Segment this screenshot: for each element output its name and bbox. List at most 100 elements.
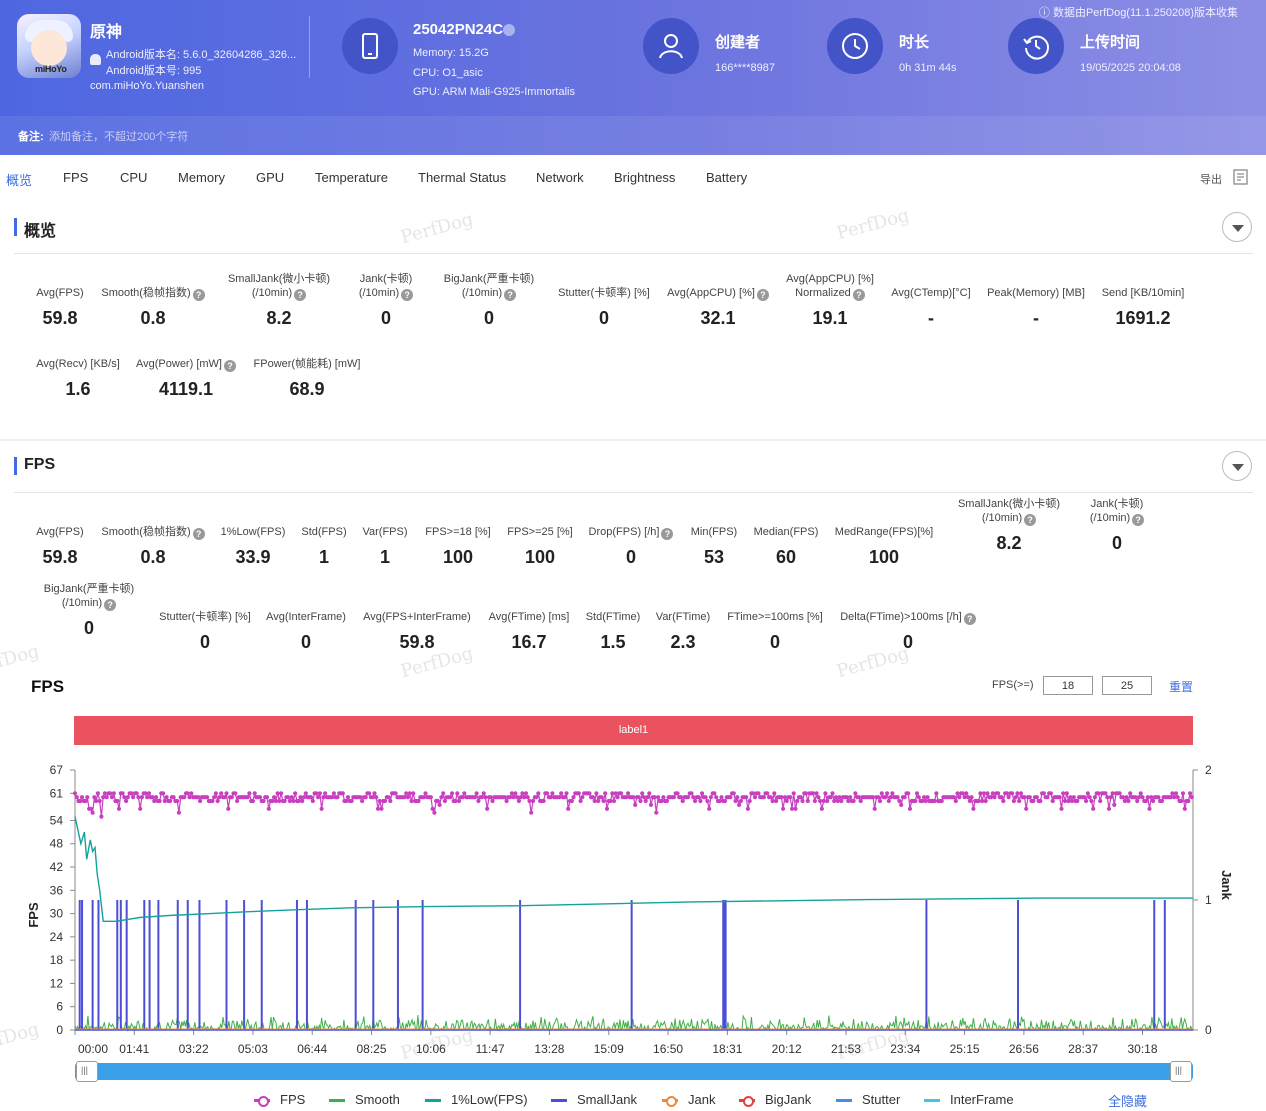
legend-swatch: [254, 1096, 270, 1107]
fps-point: [323, 791, 328, 796]
fps-point: [1151, 798, 1156, 804]
fps-point: [428, 795, 433, 800]
fps-point: [858, 798, 863, 804]
fps-point: [316, 795, 321, 800]
help-icon[interactable]: ?: [223, 360, 236, 372]
fps-point: [996, 791, 1001, 796]
fps-point: [828, 795, 833, 800]
tab-fps[interactable]: FPS: [63, 170, 89, 185]
label-bar[interactable]: label1: [74, 716, 1193, 745]
fps-point: [72, 791, 78, 796]
metric-label-line: (/10min)?: [345, 286, 427, 301]
fps-point: [594, 791, 599, 796]
export-button[interactable]: 导出: [1200, 174, 1222, 186]
fps-point: [536, 791, 541, 796]
fps-collapse-button[interactable]: [1222, 451, 1252, 481]
tab-network[interactable]: Network: [536, 170, 584, 185]
fps-point: [564, 791, 569, 796]
help-icon[interactable]: ?: [192, 289, 205, 301]
fps-point: [345, 795, 351, 800]
zoom-handle-right[interactable]: [1170, 1061, 1192, 1082]
overview-collapse-button[interactable]: [1222, 212, 1252, 242]
metric-cell: FTime>=100ms [%] 0: [722, 596, 828, 666]
fps-point: [604, 806, 610, 811]
fps-point: [143, 791, 148, 796]
fps-point: [442, 798, 447, 804]
metric-label: MedRange(FPS)[%]: [830, 525, 938, 539]
metric-value: 32.1: [700, 308, 736, 328]
fps-point: [349, 798, 354, 804]
y-tick-label: 24: [50, 930, 64, 944]
app-version-code: Android版本号: 995: [106, 65, 202, 77]
fps-point: [781, 806, 786, 811]
metric-value: 0: [83, 618, 94, 638]
help-icon[interactable]: ?: [294, 289, 307, 301]
fps-point: [844, 795, 849, 800]
fps-point: [1004, 791, 1010, 796]
y-tick-label: 18: [50, 953, 64, 967]
fps-point: [456, 798, 462, 804]
tab-memory[interactable]: Memory: [178, 170, 225, 185]
fps-point: [671, 795, 677, 800]
fps-point: [1189, 795, 1194, 800]
help-icon[interactable]: ?: [852, 289, 865, 301]
reset-button[interactable]: 重置: [1169, 680, 1194, 694]
metric-value: 0.8: [140, 547, 166, 567]
fps-point: [196, 795, 201, 800]
tab-gpu[interactable]: GPU: [256, 170, 285, 185]
y2-tick-label: 0: [1205, 1023, 1212, 1037]
export-icon[interactable]: [1232, 168, 1250, 186]
fps-point: [1117, 791, 1122, 796]
metric-value: 0: [199, 632, 210, 652]
metric-value: 33.9: [235, 547, 271, 567]
x-tick-label: 13:28: [534, 1042, 564, 1056]
hide-all-button[interactable]: 全隐藏: [1108, 1094, 1148, 1109]
zoom-handle-left[interactable]: [76, 1061, 98, 1082]
fps-point: [1168, 795, 1173, 800]
fps-threshold-input-1[interactable]: [1043, 676, 1093, 695]
fps-point: [819, 806, 825, 811]
fps-point: [548, 795, 553, 800]
help-icon[interactable]: ?: [104, 599, 117, 611]
device-info-icon[interactable]: [503, 24, 515, 36]
fps-point: [250, 798, 255, 804]
tab-thermal-status[interactable]: Thermal Status: [418, 170, 507, 185]
metric-cell: Std(FPS) 1: [295, 511, 353, 581]
help-icon[interactable]: ?: [401, 289, 414, 301]
fps-point: [601, 798, 606, 804]
help-icon[interactable]: ?: [963, 613, 976, 625]
help-icon[interactable]: ?: [1132, 514, 1145, 526]
fps-point: [981, 791, 987, 796]
fps-point: [1186, 798, 1191, 804]
remark-input[interactable]: 添加备注，不超过200个字符: [49, 131, 189, 143]
help-icon[interactable]: ?: [661, 528, 674, 540]
metric-label-line: Avg(AppCPU) [%]?: [664, 286, 772, 301]
metric-label-line: (/10min)?: [1076, 511, 1158, 526]
metric-cell: Var(FTime) 2.3: [652, 596, 714, 666]
metric-value: 1: [318, 547, 329, 567]
fps-point: [774, 798, 779, 804]
fps-threshold-input-2[interactable]: [1102, 676, 1152, 695]
metric-cell: Avg(Power) [mW]? 4119.1: [131, 343, 241, 413]
help-icon[interactable]: ?: [756, 289, 769, 301]
help-icon[interactable]: ?: [504, 289, 517, 301]
chart-zoom-slider[interactable]: [75, 1063, 1193, 1080]
fps-point: [1122, 798, 1127, 804]
fps-point: [913, 798, 918, 804]
fps-point: [270, 798, 275, 804]
tab-cpu[interactable]: CPU: [120, 170, 148, 185]
tab-temperature[interactable]: Temperature: [315, 170, 388, 185]
fps-point: [592, 798, 597, 804]
fps-point: [656, 795, 661, 800]
help-icon[interactable]: ?: [1024, 514, 1037, 526]
fps-point: [562, 795, 567, 800]
tab-brightness[interactable]: Brightness: [614, 170, 676, 185]
metric-label: BigJank(严重卡顿) (/10min)?: [430, 272, 548, 301]
tab-overview[interactable]: 概览: [6, 173, 33, 188]
tab-battery[interactable]: Battery: [706, 170, 748, 185]
metric-label-line: Min(FPS): [690, 526, 738, 538]
fps-point: [407, 791, 412, 796]
fps-point: [603, 791, 608, 796]
help-icon[interactable]: ?: [192, 528, 205, 540]
